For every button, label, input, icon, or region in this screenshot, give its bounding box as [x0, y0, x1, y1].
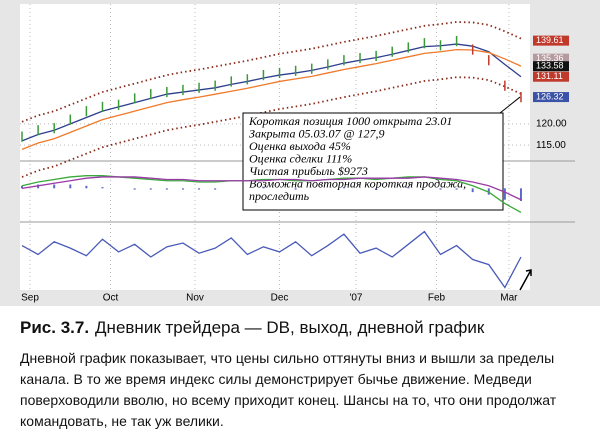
caption: Рис. 3.7. Дневник трейдера — DB, выход, д…: [20, 318, 484, 338]
x-tick-label: Nov: [186, 293, 204, 304]
price-tag-label: 131.11: [536, 71, 563, 81]
price-tag-label: 139.61: [536, 35, 564, 45]
x-tick-label: Sep: [21, 293, 39, 304]
annotation-line: проследить: [249, 189, 310, 203]
force-line: [21, 230, 522, 289]
x-tick-label: '07: [349, 293, 362, 304]
price-tag: [533, 71, 569, 82]
x-tick-label: Oct: [103, 293, 119, 304]
price-tag-label: 133.58: [536, 61, 564, 71]
price-line: [21, 43, 522, 142]
y-tick-label: 120.00: [536, 119, 567, 130]
x-tick-label: Feb: [428, 293, 446, 304]
caption-title: Дневник трейдера — DB, выход, дневной гр…: [95, 318, 485, 337]
arrow: [519, 269, 532, 291]
price-line: [21, 48, 522, 150]
price-tag-label: 135.36: [536, 53, 564, 63]
price-tag: [533, 35, 569, 46]
annotation-line: Оценка сделки 111%: [249, 151, 352, 165]
x-tick-label: Dec: [271, 293, 289, 304]
annotation-line: Короткая позиция 1000 открыта 23.01: [248, 114, 452, 128]
macd-line: [21, 176, 522, 201]
price-tag-label: 126.32: [536, 91, 564, 101]
price-line: [21, 21, 522, 123]
price-tag: [533, 61, 569, 72]
price-tag: [533, 92, 569, 103]
pointer: [499, 96, 521, 114]
annotation-line: Чистая прибыль $9273: [249, 164, 368, 178]
price-tag: [533, 53, 569, 64]
caption-number: Рис. 3.7.: [20, 318, 90, 337]
price-line: [21, 76, 522, 178]
body-text: Дневной график показывает, что цены силь…: [20, 350, 557, 429]
annotation-line: Оценка выхода 45%: [249, 139, 351, 153]
annotation-line: Закрыта 05.03.07 @ 127,9: [249, 126, 385, 140]
y-tick-label: 115.00: [536, 140, 566, 151]
chart: Sep Oct Nov Dec '07 Feb Mar 115.00 120.00 139.61 1…: [0, 0, 600, 306]
annotation-box: [242, 112, 504, 211]
x-tick-label: Mar: [500, 293, 518, 304]
